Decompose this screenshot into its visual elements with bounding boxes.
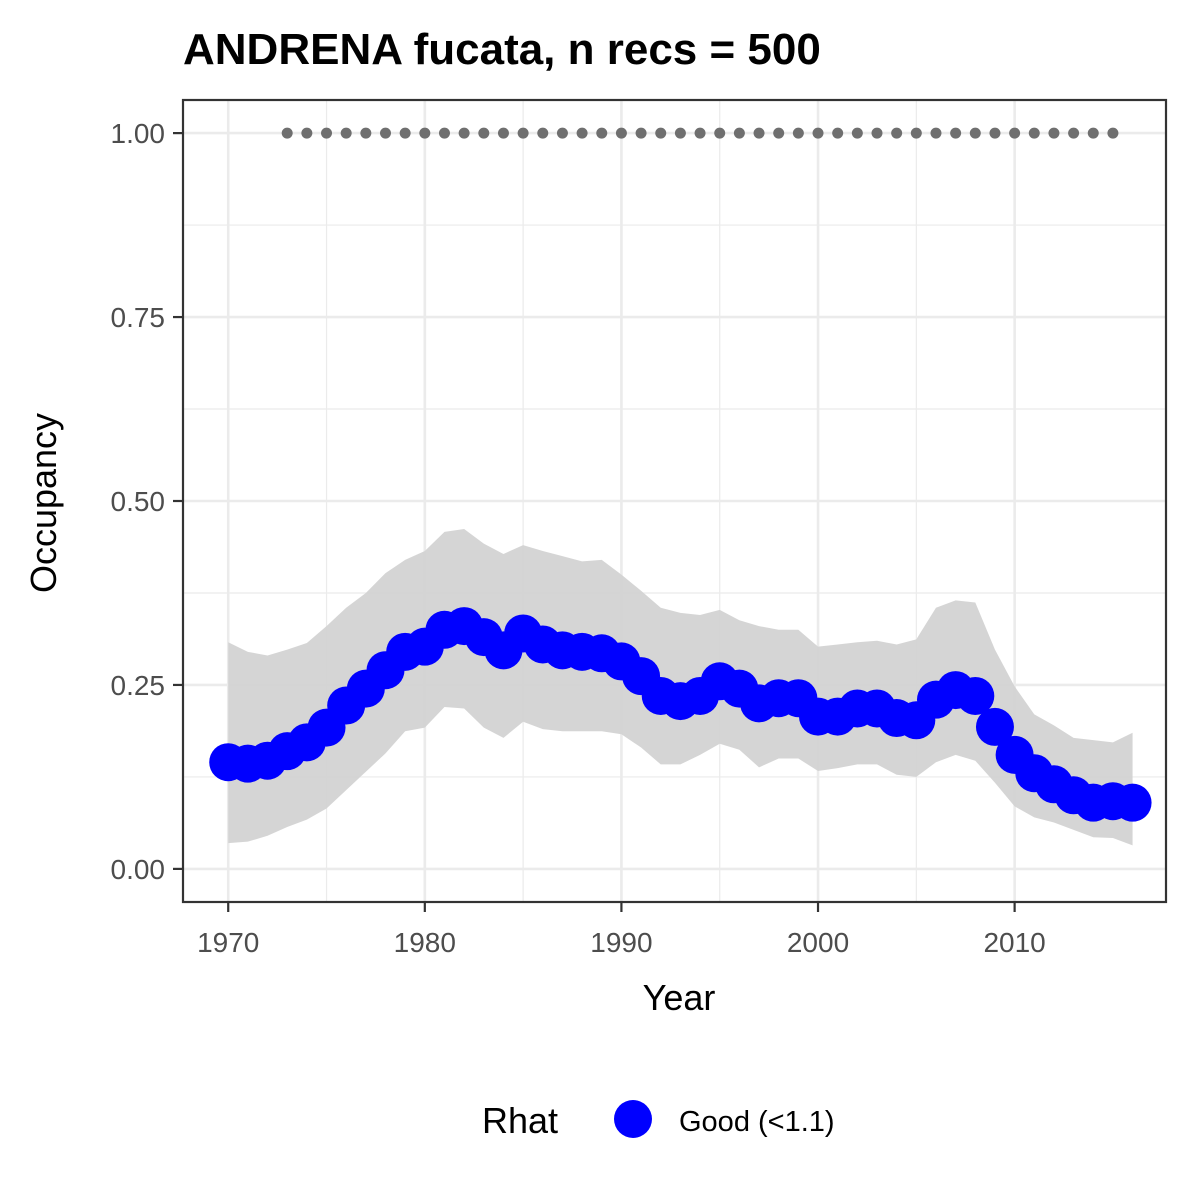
occupancy-point bbox=[975, 707, 1014, 746]
rhat-check-dot bbox=[301, 127, 313, 139]
rhat-check-dot bbox=[1009, 127, 1021, 139]
plot-panel bbox=[181, 98, 1168, 904]
rhat-check-dot bbox=[478, 127, 490, 139]
rhat-dots-layer bbox=[281, 127, 1119, 139]
rhat-check-dot bbox=[753, 127, 765, 139]
x-axis: 1970 1980 1990 2000 2010 bbox=[197, 902, 1046, 958]
y-tick-label: 0.75 bbox=[111, 302, 166, 333]
rhat-check-dot bbox=[891, 127, 903, 139]
rhat-check-dot bbox=[281, 127, 293, 139]
rhat-check-dot bbox=[694, 127, 706, 139]
rhat-check-dot bbox=[851, 127, 863, 139]
rhat-check-dot bbox=[596, 127, 608, 139]
y-axis-title: Occupancy bbox=[23, 413, 64, 593]
rhat-check-dot bbox=[1028, 127, 1040, 139]
rhat-check-dot bbox=[497, 127, 509, 139]
rhat-check-dot bbox=[379, 127, 391, 139]
rhat-check-dot bbox=[419, 127, 431, 139]
occupancy-point bbox=[1113, 783, 1152, 822]
legend-key-good bbox=[614, 1100, 652, 1138]
y-tick-label: 1.00 bbox=[111, 118, 166, 149]
rhat-check-dot bbox=[871, 127, 883, 139]
rhat-check-dot bbox=[989, 127, 1001, 139]
rhat-check-dot bbox=[733, 127, 745, 139]
rhat-check-dot bbox=[340, 127, 352, 139]
rhat-check-dot bbox=[655, 127, 667, 139]
chart-title: ANDRENA fucata, n recs = 500 bbox=[183, 25, 821, 74]
rhat-check-dot bbox=[360, 127, 372, 139]
occupancy-point bbox=[956, 676, 995, 715]
legend: Rhat Good (<1.1) bbox=[482, 1100, 835, 1141]
rhat-check-dot bbox=[438, 127, 450, 139]
rhat-check-dot bbox=[773, 127, 785, 139]
rhat-check-dot bbox=[910, 127, 922, 139]
rhat-check-dot bbox=[674, 127, 686, 139]
x-tick-label: 1970 bbox=[197, 927, 259, 958]
rhat-check-dot bbox=[321, 127, 333, 139]
legend-label-good: Good (<1.1) bbox=[679, 1106, 835, 1138]
rhat-check-dot bbox=[969, 127, 981, 139]
x-tick-label: 1980 bbox=[394, 927, 456, 958]
y-axis: 0.00 0.25 0.50 0.75 1.00 bbox=[111, 118, 183, 885]
rhat-check-dot bbox=[1087, 127, 1099, 139]
rhat-check-dot bbox=[458, 127, 470, 139]
rhat-check-dot bbox=[399, 127, 411, 139]
rhat-check-dot bbox=[1068, 127, 1080, 139]
rhat-check-dot bbox=[576, 127, 588, 139]
rhat-check-dot bbox=[1107, 127, 1119, 139]
rhat-check-dot bbox=[812, 127, 824, 139]
y-tick-label: 0.25 bbox=[111, 670, 166, 701]
legend-title: Rhat bbox=[482, 1100, 558, 1141]
rhat-check-dot bbox=[930, 127, 942, 139]
x-tick-label: 2000 bbox=[787, 927, 849, 958]
rhat-check-dot bbox=[556, 127, 568, 139]
rhat-check-dot bbox=[1048, 127, 1060, 139]
y-tick-label: 0.50 bbox=[111, 486, 166, 517]
x-axis-title: Year bbox=[643, 977, 716, 1018]
rhat-check-dot bbox=[714, 127, 726, 139]
rhat-check-dot bbox=[537, 127, 549, 139]
x-tick-label: 2010 bbox=[983, 927, 1045, 958]
rhat-check-dot bbox=[635, 127, 647, 139]
rhat-check-dot bbox=[517, 127, 529, 139]
x-tick-label: 1990 bbox=[590, 927, 652, 958]
rhat-check-dot bbox=[950, 127, 962, 139]
rhat-check-dot bbox=[615, 127, 627, 139]
y-tick-label: 0.00 bbox=[111, 854, 166, 885]
rhat-check-dot bbox=[792, 127, 804, 139]
occupancy-points-layer bbox=[209, 607, 1152, 822]
rhat-check-dot bbox=[832, 127, 844, 139]
